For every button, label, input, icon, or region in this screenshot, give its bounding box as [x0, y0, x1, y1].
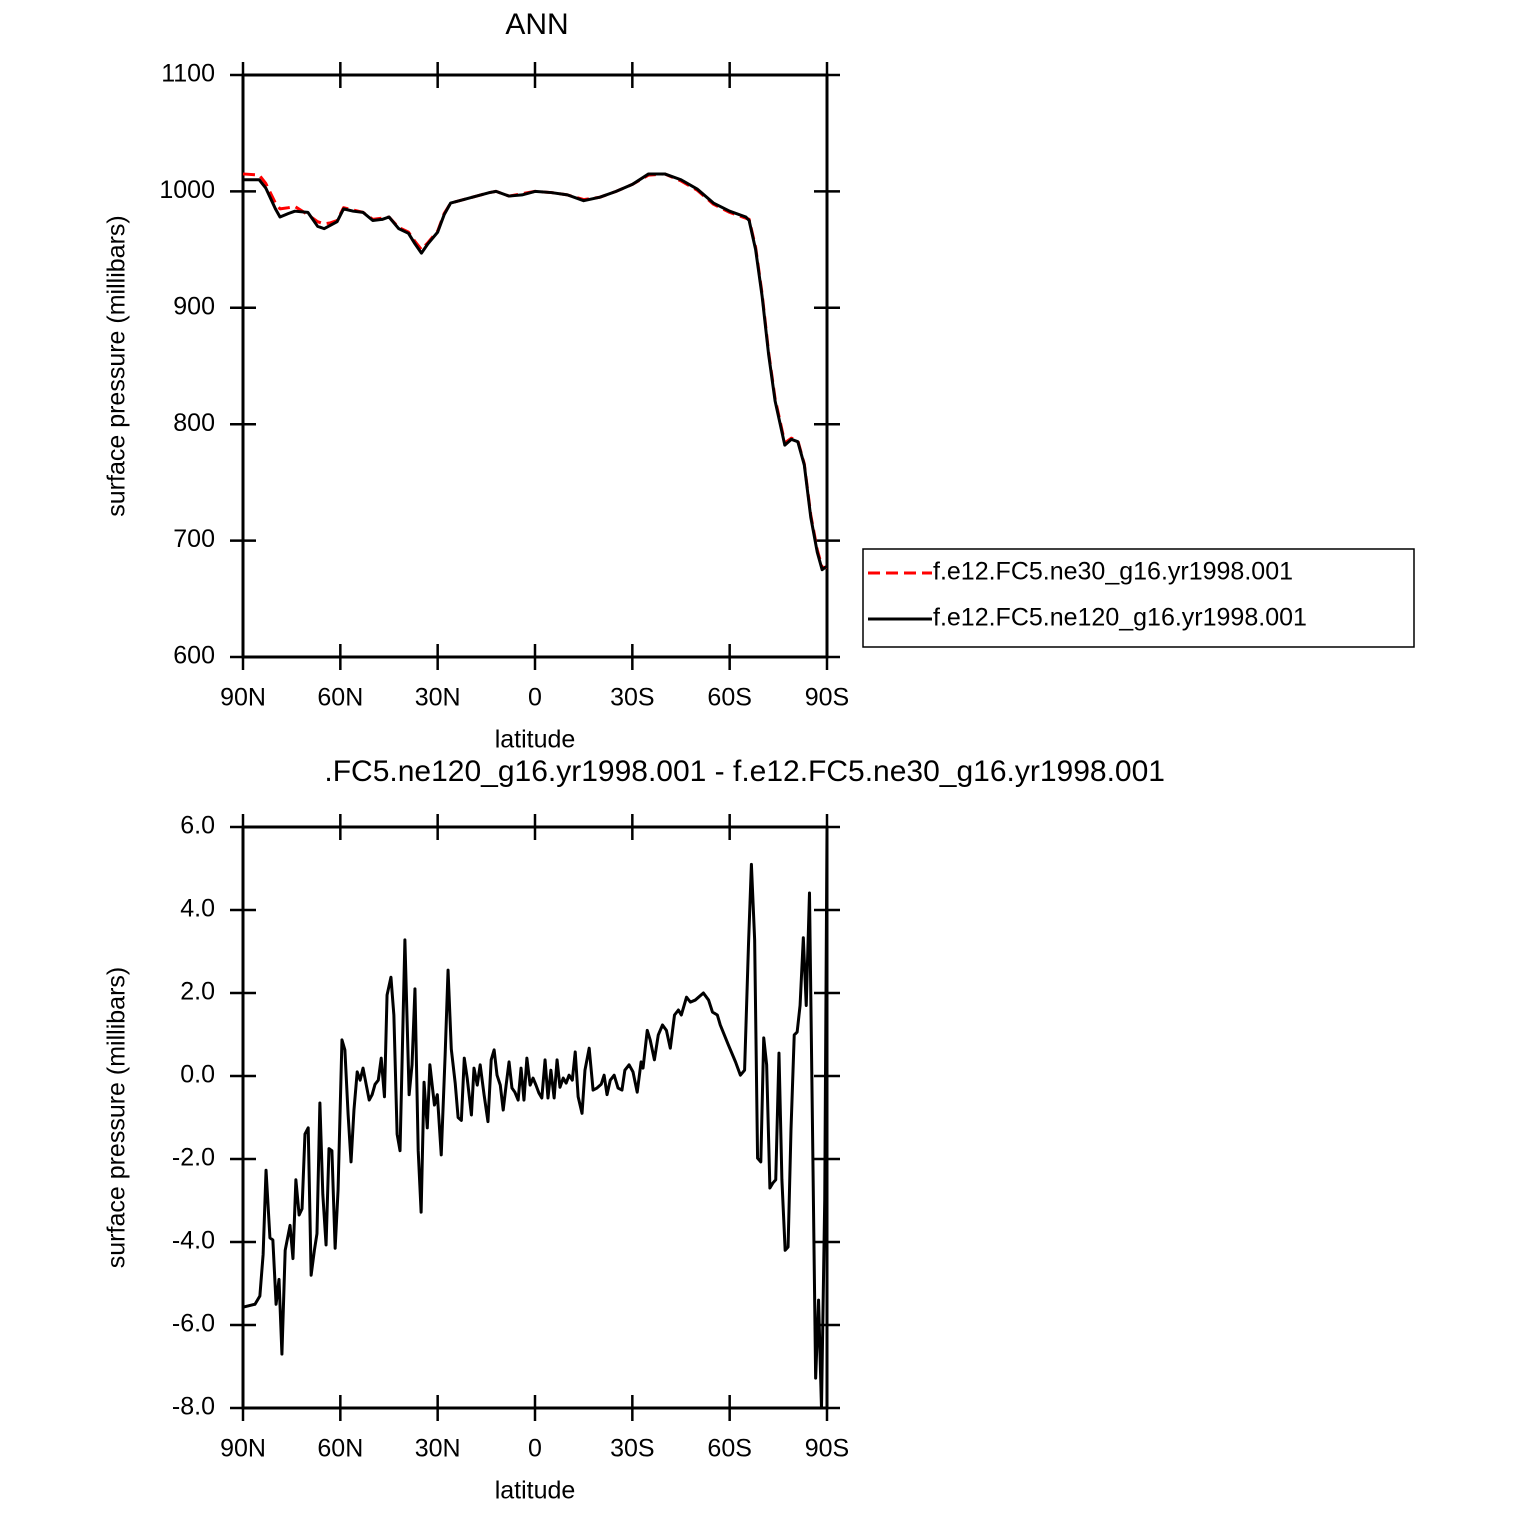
y-tick-label: 0.0	[180, 1061, 215, 1089]
x-tick-label: 0	[528, 684, 542, 712]
y-tick-label: -2.0	[172, 1144, 215, 1172]
legend-box	[862, 548, 1415, 648]
y-tick-label: 6.0	[180, 812, 215, 840]
x-tick-label: 90S	[805, 1435, 849, 1463]
x-tick-label: 0	[528, 1435, 542, 1463]
x-tick-label: 30N	[415, 1435, 461, 1463]
y-tick-label: -6.0	[172, 1310, 215, 1338]
y-tick-label: -8.0	[172, 1393, 215, 1421]
legend-label: f.e12.FC5.ne120_g16.yr1998.001	[933, 604, 1307, 632]
plot-frame	[241, 825, 829, 1410]
data-line	[242, 829, 829, 1410]
x-tick-label: 90N	[220, 684, 266, 712]
y-tick-label: 4.0	[180, 895, 215, 923]
legend-label: f.e12.FC5.ne30_g16.yr1998.001	[933, 558, 1293, 586]
chart-title: ANN	[505, 8, 568, 41]
chart-title: .FC5.ne120_g16.yr1998.001 - f.e12.FC5.ne…	[324, 755, 1165, 788]
x-tick-label: 60S	[707, 684, 751, 712]
y-tick-label: 600	[173, 642, 215, 670]
y-tick-label: 800	[173, 409, 215, 437]
data-line	[242, 172, 827, 569]
x-tick-label: 30N	[415, 684, 461, 712]
y-axis-label: surface pressure (millibars)	[103, 967, 131, 1268]
y-tick-label: 1100	[161, 60, 215, 88]
x-tick-label: 60N	[317, 684, 363, 712]
data-line	[243, 172, 828, 572]
x-axis-label: latitude	[495, 1477, 576, 1505]
x-tick-label: 60N	[317, 1435, 363, 1463]
x-tick-label: 60S	[707, 1435, 751, 1463]
y-axis-label: surface pressure (millibars)	[103, 215, 131, 516]
x-tick-label: 30S	[610, 1435, 654, 1463]
y-tick-label: 1000	[159, 176, 215, 204]
y-tick-label: 900	[173, 292, 215, 320]
plot-frame	[241, 73, 829, 659]
y-tick-label: 700	[173, 525, 215, 553]
x-tick-label: 90S	[805, 684, 849, 712]
y-tick-label: 2.0	[180, 978, 215, 1006]
x-axis-label: latitude	[495, 726, 576, 754]
x-tick-label: 90N	[220, 1435, 266, 1463]
y-tick-label: -4.0	[172, 1227, 215, 1255]
x-tick-label: 30S	[610, 684, 654, 712]
